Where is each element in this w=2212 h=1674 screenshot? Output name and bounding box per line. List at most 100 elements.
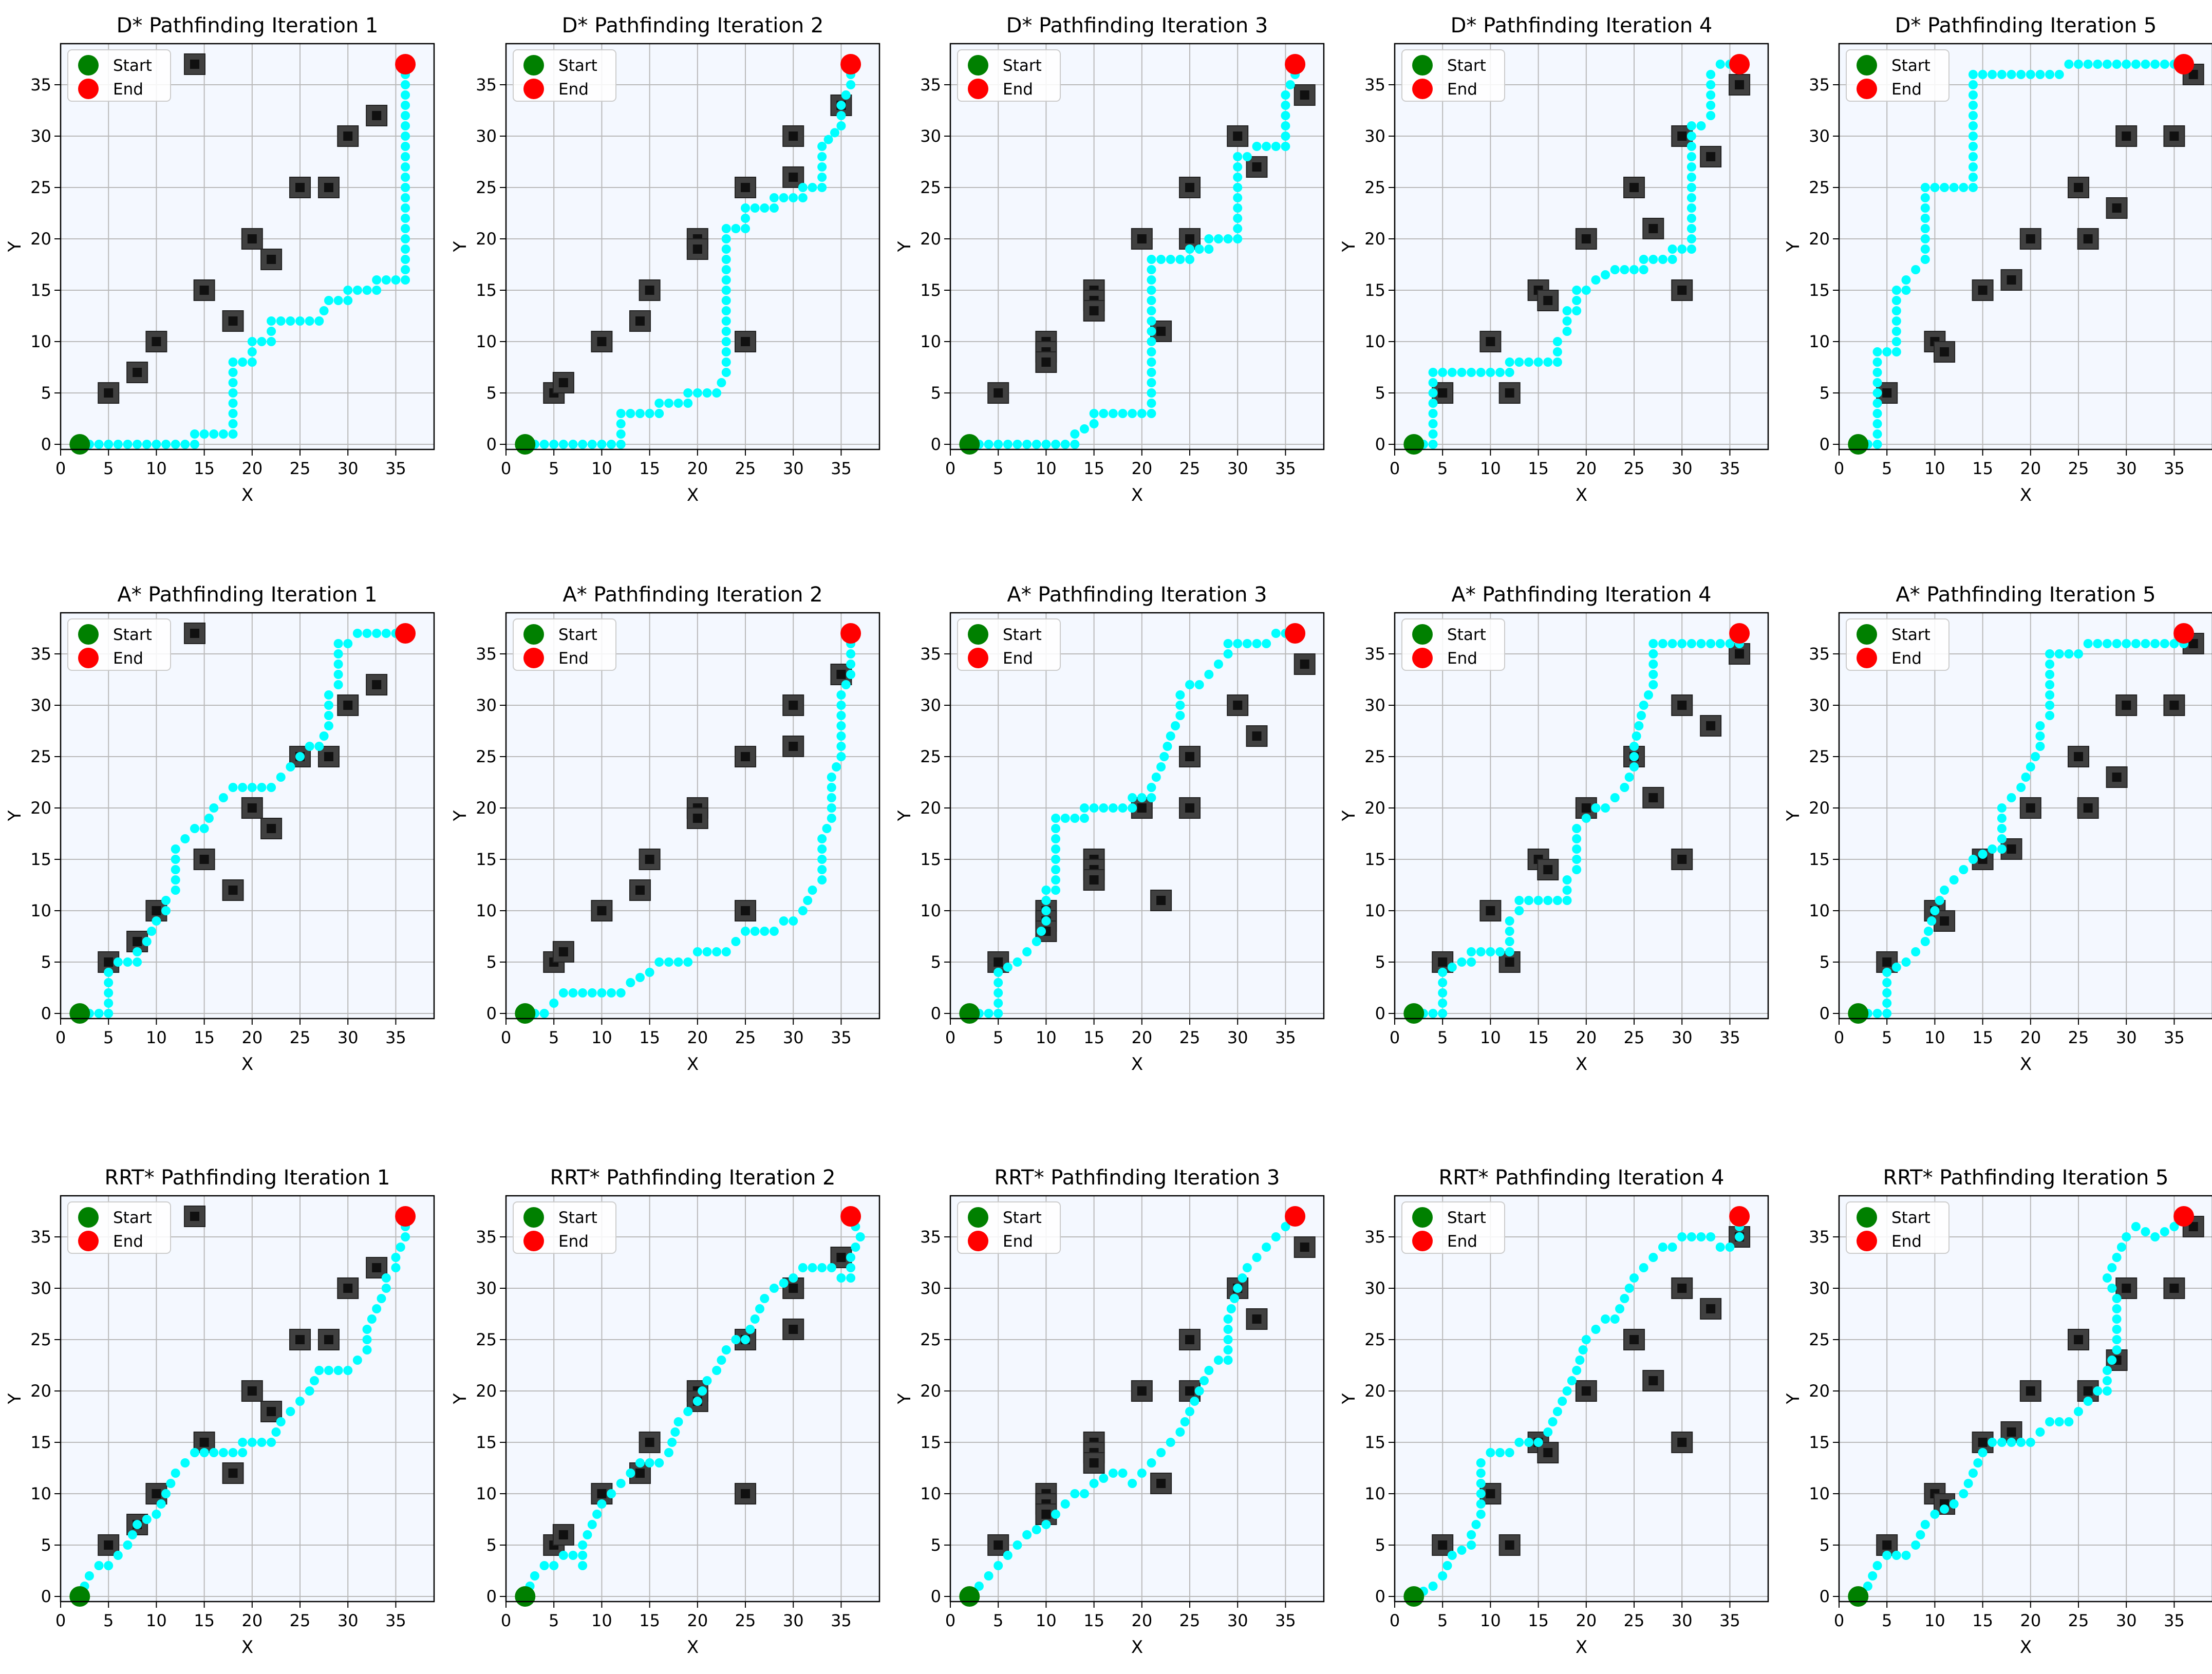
path-point (238, 358, 248, 367)
obstacle-core (1677, 855, 1687, 864)
y-tick-label: 35 (476, 75, 497, 95)
path-point (1572, 824, 1582, 833)
path-point (1968, 90, 1978, 100)
path-point (1696, 121, 1706, 130)
y-tick-label: 35 (920, 75, 941, 95)
legend-start-swatch (523, 55, 544, 76)
y-tick-label: 0 (1375, 1004, 1385, 1023)
y-tick-label: 10 (920, 901, 941, 920)
obstacle-core (789, 1284, 798, 1293)
path-point (1467, 947, 1476, 956)
x-axis-label: X (241, 1054, 253, 1075)
path-point (2007, 1438, 2016, 1447)
x-axis-label: X (2020, 1637, 2032, 1658)
path-point (1543, 1427, 1553, 1437)
path-point (1041, 1520, 1051, 1529)
path-point (228, 409, 238, 418)
path-point (2045, 701, 2055, 710)
path-point (152, 440, 161, 449)
path-point (2045, 670, 2055, 679)
obstacle-core (1185, 803, 1195, 813)
path-point (1715, 60, 1725, 69)
path-point (113, 440, 123, 449)
path-point (1882, 988, 1892, 998)
path-point (1223, 1335, 1233, 1344)
path-point (1147, 286, 1156, 295)
path-point (1940, 183, 1949, 192)
path-point (1686, 234, 1696, 243)
obstacle-core (228, 316, 238, 326)
path-point (1252, 639, 1262, 648)
obstacle-core (247, 1386, 257, 1396)
path-point (1706, 101, 1716, 110)
x-tick-label: 15 (639, 1611, 660, 1630)
path-point (1252, 142, 1262, 151)
x-tick-label: 10 (591, 1611, 612, 1630)
path-point (142, 1515, 152, 1524)
path-point (721, 337, 731, 346)
path-point (1548, 1417, 1558, 1426)
obstacle-core (1233, 701, 1243, 710)
legend-start-label: Start (113, 57, 152, 75)
obstacle-core (993, 388, 1003, 398)
path-point (1706, 1232, 1716, 1242)
x-axis-label: X (1131, 1054, 1143, 1075)
path-point (2054, 1417, 2064, 1426)
obstacle-core (372, 680, 382, 689)
path-point (712, 388, 722, 398)
path-point (1128, 1479, 1137, 1488)
path-point (654, 409, 664, 418)
path-point (133, 440, 142, 449)
obstacle-core (295, 183, 305, 192)
obstacle-core (1505, 957, 1514, 967)
path-point (1891, 316, 1901, 326)
path-point (352, 286, 362, 295)
obstacle (366, 674, 388, 695)
y-tick-label: 15 (1809, 1433, 1830, 1452)
path-point (683, 957, 693, 967)
path-point (616, 409, 626, 418)
path-point (664, 957, 673, 967)
path-point (1438, 1009, 1448, 1018)
x-tick-label: 5 (1882, 459, 1892, 478)
x-tick-label: 0 (55, 1028, 66, 1047)
y-tick-label: 25 (1809, 1330, 1830, 1349)
x-tick-label: 0 (501, 459, 511, 478)
path-point (209, 429, 219, 439)
path-point (1686, 183, 1696, 192)
path-point (817, 1263, 827, 1272)
path-point (1658, 639, 1667, 648)
path-point (1591, 803, 1601, 813)
subplot-title: RRT* Pathfinding Iteration 2 (550, 1166, 835, 1190)
path-point (1562, 886, 1572, 895)
path-point (539, 1561, 549, 1570)
path-point (1968, 101, 1978, 110)
path-point (372, 286, 382, 295)
path-point (276, 773, 286, 782)
obstacle-core (228, 886, 238, 895)
path-point (1620, 783, 1629, 792)
obstacle-core (1543, 1448, 1553, 1457)
obstacle-core (2074, 183, 2084, 192)
path-point (123, 957, 133, 967)
path-point (1147, 368, 1156, 377)
path-point (2150, 60, 2160, 69)
y-axis-label: Y (5, 241, 25, 252)
path-point (180, 834, 190, 843)
path-point (2141, 639, 2150, 648)
path-point (2045, 70, 2055, 79)
path-point (1147, 255, 1156, 264)
y-axis-label: Y (894, 1393, 915, 1404)
path-point (401, 1232, 410, 1242)
path-point (1175, 255, 1185, 264)
path-point (1968, 121, 1978, 130)
path-point (1137, 793, 1147, 802)
path-point (305, 742, 314, 751)
y-axis-label: Y (450, 1393, 471, 1404)
path-point (104, 988, 114, 998)
path-point (1949, 1499, 1959, 1509)
y-tick-label: 5 (41, 383, 51, 403)
x-axis-label: X (1131, 485, 1143, 505)
obstacle-core (2026, 1386, 2035, 1396)
path-point (324, 1366, 333, 1375)
